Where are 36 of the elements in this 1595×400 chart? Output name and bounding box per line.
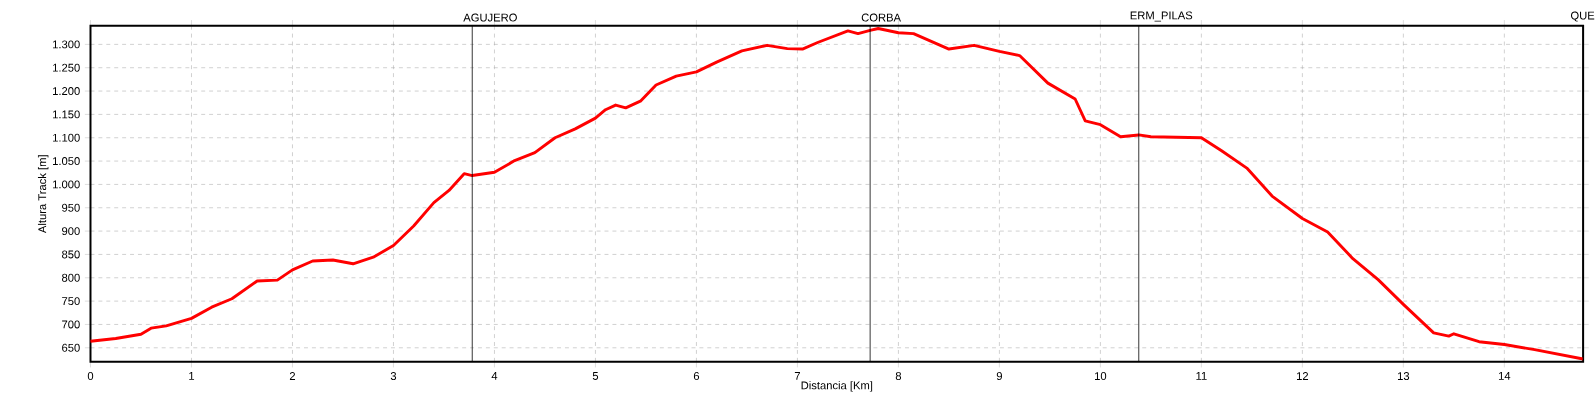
x-tick-label: 5 xyxy=(592,371,599,380)
x-tick-label: 10 xyxy=(1095,371,1107,380)
y-tick-label: 1.050 xyxy=(53,156,80,165)
ref-line-label: ERM_PILAS xyxy=(1130,11,1193,22)
y-tick-label: 1.200 xyxy=(53,86,80,95)
x-tick-label: 4 xyxy=(491,371,498,380)
y-tick-label: 750 xyxy=(62,296,80,305)
x-axis-title: Distancia [Km] xyxy=(801,380,873,392)
line-series xyxy=(89,26,1585,361)
x-tick-label: 9 xyxy=(996,371,1002,380)
x-tick-label: 8 xyxy=(895,371,902,380)
x-tick-label: 14 xyxy=(1498,371,1511,380)
x-tick-label: 1 xyxy=(189,371,195,380)
y-tick-label: 1.300 xyxy=(53,40,80,49)
y-tick-label: 950 xyxy=(62,203,80,212)
ref-line-label: AGUJERO xyxy=(463,13,517,22)
x-tick-label: 7 xyxy=(794,371,800,380)
x-tick-label: 12 xyxy=(1296,371,1309,380)
x-tick-label: 11 xyxy=(1196,371,1207,380)
y-tick-label: 650 xyxy=(62,343,80,352)
y-tick-label: 800 xyxy=(62,273,80,282)
y-tick-label: 1.250 xyxy=(53,63,80,72)
x-tick-label: 3 xyxy=(390,371,397,380)
y-tick-label: 1.100 xyxy=(53,133,80,142)
y-tick-label: 850 xyxy=(62,250,80,259)
y-tick-label: 700 xyxy=(62,320,80,329)
x-tick-label: 6 xyxy=(693,371,700,380)
x-tick-label: 13 xyxy=(1397,371,1410,380)
ref-line-label: CORBA xyxy=(861,13,901,22)
y-axis-title: Altura Track [m] xyxy=(37,155,49,233)
y-tick-label: 1.000 xyxy=(53,180,80,189)
x-tick-label: 2 xyxy=(289,371,296,380)
y-tick-label: 1.150 xyxy=(53,110,80,119)
y-tick-label: 900 xyxy=(62,226,80,235)
ref-line-label: QUE xyxy=(1570,11,1595,22)
x-tick-label: 0 xyxy=(87,371,94,380)
